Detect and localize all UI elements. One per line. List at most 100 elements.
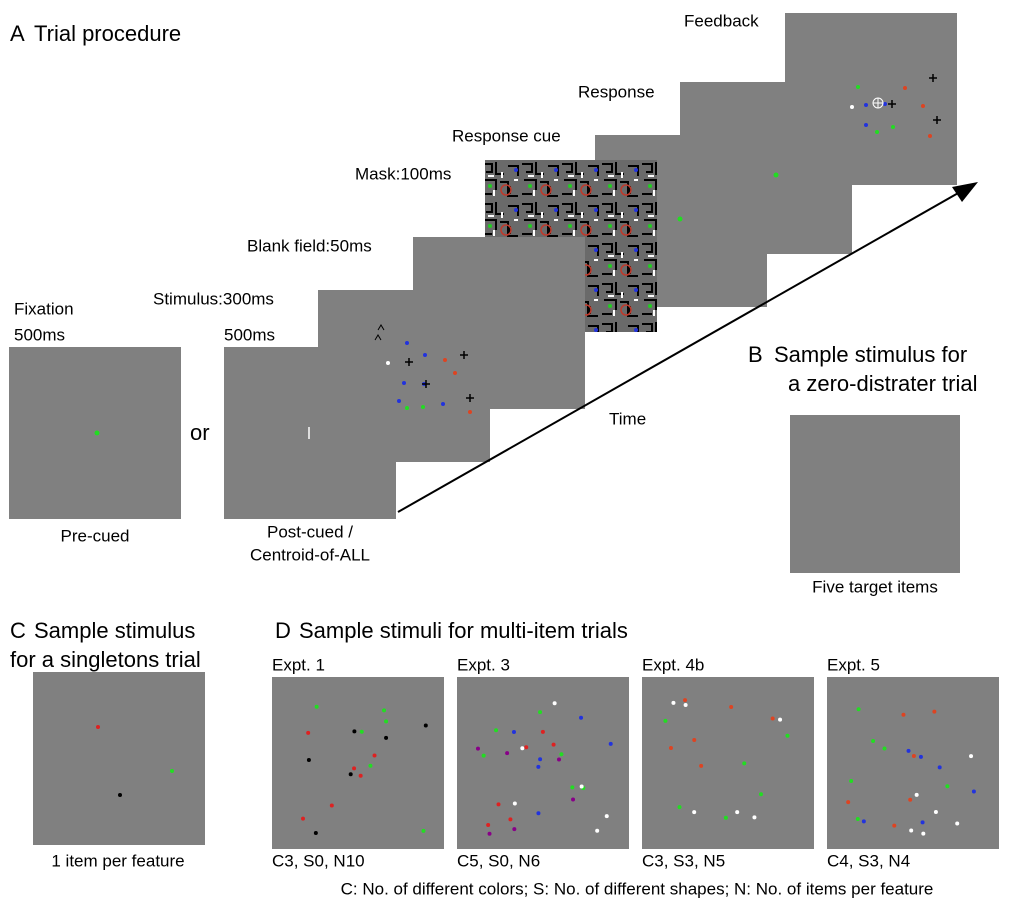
caption: C3, S3, N5 — [642, 851, 725, 870]
dot — [785, 734, 789, 738]
dot — [330, 803, 334, 807]
figure: A Trial procedure Feedback Response Resp… — [0, 0, 1010, 905]
dot — [557, 758, 561, 762]
dot — [513, 801, 517, 805]
panel-title: for a singletons trial — [10, 647, 201, 672]
caption: Post-cued / — [267, 522, 353, 541]
dot — [857, 707, 861, 711]
dot — [559, 752, 563, 756]
dot — [901, 713, 905, 717]
dot — [524, 745, 528, 749]
experiment-label: Expt. 4b — [642, 655, 704, 674]
frame-label: 500ms — [224, 325, 275, 344]
dot — [538, 757, 542, 761]
dot — [421, 829, 425, 833]
caption: C4, S3, N4 — [827, 851, 910, 870]
caption: Centroid-of-ALL — [250, 545, 370, 564]
dot — [482, 754, 486, 758]
dot — [849, 779, 853, 783]
dot — [508, 817, 512, 821]
dot — [724, 816, 728, 820]
panel-letter: A — [10, 21, 25, 46]
panel-letter: B — [748, 342, 763, 367]
frame-label: Response cue — [452, 126, 561, 145]
dot — [359, 774, 363, 778]
dot — [892, 824, 896, 828]
dot — [494, 728, 498, 732]
dot — [424, 724, 428, 728]
experiment-label: Expt. 3 — [457, 655, 510, 674]
dot — [759, 792, 763, 796]
dot — [921, 832, 925, 836]
experiment-label: Expt. 1 — [272, 655, 325, 674]
frame-label: Response — [578, 82, 655, 101]
dot — [301, 817, 305, 821]
dot — [384, 719, 388, 723]
dot — [915, 793, 919, 797]
dot — [663, 719, 667, 723]
dot — [570, 785, 574, 789]
frame-label: 500ms — [14, 325, 65, 344]
dot — [571, 798, 575, 802]
experiment-label: Expt. 5 — [827, 655, 880, 674]
dot — [919, 755, 923, 759]
dot — [909, 829, 913, 833]
time-label: Time — [609, 409, 646, 428]
dot — [692, 810, 696, 814]
dot — [512, 827, 516, 831]
dot — [871, 739, 875, 743]
dot — [307, 758, 311, 762]
dot — [505, 751, 509, 755]
caption: 1 item per feature — [51, 851, 184, 870]
dot — [520, 746, 524, 750]
dot — [352, 766, 356, 770]
dot — [384, 736, 388, 740]
dot — [538, 710, 542, 714]
dot — [752, 815, 756, 819]
dot — [945, 784, 949, 788]
sample-frame — [33, 672, 205, 845]
dot — [609, 742, 613, 746]
dot — [352, 729, 356, 733]
dot — [552, 743, 556, 747]
dot — [856, 817, 860, 821]
panel-title: Trial procedure — [34, 21, 181, 46]
frame-label: Feedback — [684, 11, 759, 30]
dot — [883, 747, 887, 751]
sample-frame — [272, 677, 444, 849]
dot — [778, 718, 782, 722]
dot — [972, 790, 976, 794]
dot — [373, 753, 377, 757]
frame-label: Blank field:50ms — [247, 236, 372, 255]
caption: Five target items — [812, 577, 938, 596]
dot — [671, 701, 675, 705]
sample-frame — [457, 677, 629, 849]
dot — [488, 832, 492, 836]
frame-label: Stimulus:300ms — [153, 289, 274, 308]
dot — [692, 738, 696, 742]
caption: C3, S0, N10 — [272, 851, 365, 870]
sample-frame — [642, 677, 814, 849]
dot — [678, 805, 682, 809]
dot — [314, 831, 318, 835]
dot — [729, 705, 733, 709]
dot — [669, 746, 673, 750]
caption: Pre-cued — [61, 526, 130, 545]
dot — [360, 730, 364, 734]
footnote: C: No. of different colors; S: No. of di… — [341, 879, 934, 898]
dot — [921, 820, 925, 824]
dot — [908, 798, 912, 802]
dot — [605, 814, 609, 818]
dot — [846, 800, 850, 804]
dot — [699, 764, 703, 768]
dot — [684, 703, 688, 707]
dot — [536, 811, 540, 815]
panel-letter: C — [10, 618, 26, 643]
dot — [955, 821, 959, 825]
dot — [497, 802, 501, 806]
caption: C5, S0, N6 — [457, 851, 540, 870]
dot — [580, 784, 584, 788]
dot — [683, 698, 687, 702]
panel-title: Sample stimulus — [34, 618, 195, 643]
dot — [486, 823, 490, 827]
